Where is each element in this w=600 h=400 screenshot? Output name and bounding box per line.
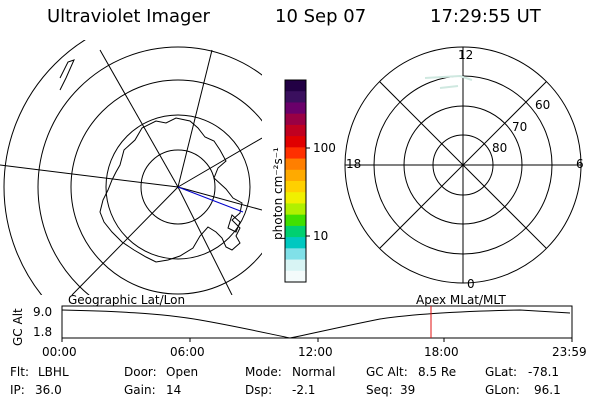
status-glon-label: GLon: xyxy=(485,383,520,397)
colorbar-segment xyxy=(285,91,306,104)
altitude-ytick: 1.8 xyxy=(33,325,53,339)
polar-mlt-line xyxy=(369,71,557,259)
status-door-value: Open xyxy=(166,365,199,379)
status-dsp-label: Dsp: xyxy=(245,383,273,397)
colorbar-segment xyxy=(285,169,306,182)
colorbar-segment xyxy=(285,102,306,115)
mlat-label-60: 60 xyxy=(535,98,551,112)
colorbar-segment xyxy=(285,237,306,249)
colorbar-segment xyxy=(285,214,306,227)
polar-map xyxy=(344,46,582,284)
colorbar-tick-label: 10 xyxy=(313,229,329,243)
colorbar-segment xyxy=(285,113,306,126)
geo-lat-circle xyxy=(70,79,262,295)
colorbar-tick-label: 100 xyxy=(313,141,336,155)
status-door-label: Door: xyxy=(124,365,157,379)
status-seq-label: Seq: xyxy=(366,383,393,397)
mlt-label-12: 12 xyxy=(458,48,474,62)
altitude-xtick-label: 18:00 xyxy=(424,345,459,359)
coastline xyxy=(99,117,243,263)
altitude-xtick-label: 23:59 xyxy=(552,345,587,359)
mlat-label-70: 70 xyxy=(512,120,528,134)
colorbar-segment xyxy=(285,225,306,238)
colorbar-segment xyxy=(285,124,306,137)
geo-lat-circle xyxy=(37,46,262,295)
coastline xyxy=(227,214,241,233)
status-flt-value: LBHL xyxy=(38,365,69,379)
colorbar-segment xyxy=(285,248,306,261)
altitude-ytick: 9.0 xyxy=(33,305,53,319)
geo-meridian xyxy=(177,186,233,295)
colorbar-segment xyxy=(285,181,306,193)
status-dsp-value: -2.1 xyxy=(292,383,316,397)
status-ip-value: 36.0 xyxy=(35,383,62,397)
polar-map-title: Apex MLat/MLT xyxy=(416,293,506,307)
altitude-ylabel: GC Alt xyxy=(11,308,25,346)
geo-map-title: Geographic Lat/Lon xyxy=(68,293,186,307)
status-seq-value: 39 xyxy=(400,383,416,397)
status-gcalt-label: GC Alt: xyxy=(366,365,408,379)
altitude-xtick-label: 00:00 xyxy=(42,345,77,359)
geo-lat-circle xyxy=(3,40,86,295)
geo-meridian xyxy=(0,164,179,188)
date-label: 10 Sep 07 xyxy=(275,6,367,27)
status-gain-value: 14 xyxy=(166,383,182,397)
colorbar-segment xyxy=(285,158,306,171)
geo-lat-circle xyxy=(140,149,216,225)
status-glat-label: GLat: xyxy=(485,365,518,379)
colorbar-unit-label: photon cm⁻²s⁻¹ xyxy=(271,147,285,240)
faint-aurora xyxy=(424,74,473,89)
geographic-map xyxy=(0,40,262,295)
mlt-label-6: 6 xyxy=(576,157,584,171)
geo-meridian xyxy=(177,49,213,188)
status-gain-label: Gain: xyxy=(124,383,156,397)
status-glat-value: -78.1 xyxy=(528,365,560,379)
satellite-track xyxy=(177,186,244,213)
colorbar-segment xyxy=(285,203,306,216)
altitude-curve xyxy=(61,309,571,339)
color-bar-frame xyxy=(284,79,307,283)
colorbar-segment xyxy=(285,147,306,160)
status-mode-value: Normal xyxy=(292,365,336,379)
altitude-plot-frame xyxy=(61,305,573,339)
status-gcalt-value: 8.5 Re xyxy=(418,365,457,379)
status-flt-label: Flt: xyxy=(10,365,29,379)
colorbar-segment xyxy=(285,192,306,205)
color-bar xyxy=(285,80,306,283)
geo-meridian xyxy=(177,186,262,211)
coastline xyxy=(59,59,75,91)
geo-meridian xyxy=(99,49,179,188)
time-label: 17:29:55 UT xyxy=(430,6,541,27)
mlt-label-18: 18 xyxy=(346,157,362,171)
status-ip-label: IP: xyxy=(10,383,25,397)
mlt-label-0: 0 xyxy=(467,277,475,291)
colorbar-segment xyxy=(285,80,306,92)
status-mode-label: Mode: xyxy=(245,365,282,379)
altitude-plot xyxy=(61,305,573,342)
colorbar-segment xyxy=(285,259,306,272)
mlat-label-80: 80 xyxy=(492,141,508,155)
status-glon-value: 96.1 xyxy=(534,383,561,397)
geo-lat-circle xyxy=(105,114,251,260)
altitude-xtick-label: 06:00 xyxy=(170,345,205,359)
altitude-xtick-label: 12:00 xyxy=(298,345,333,359)
colorbar-segment xyxy=(285,270,306,283)
colorbar-segment xyxy=(285,136,306,148)
instrument-title: Ultraviolet Imager xyxy=(47,6,210,27)
geo-meridian xyxy=(177,137,262,188)
geo-meridian xyxy=(71,186,179,295)
